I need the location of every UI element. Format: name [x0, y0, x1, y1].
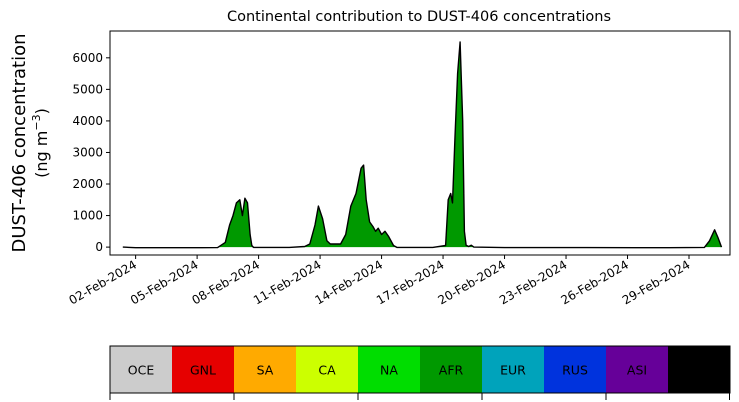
- legend-label-ca: CA: [318, 363, 336, 378]
- legend-swatch-na: [358, 346, 421, 393]
- legend-swatch-eur: [482, 346, 545, 393]
- plot-frame: [109, 30, 731, 256]
- y-tick-label: 5000: [72, 82, 103, 96]
- y-axis: 0 1000 2000 3000 4000 5000 6000: [72, 51, 110, 254]
- y-tick-label: 3000: [72, 145, 103, 159]
- legend-label-afr: AFR: [439, 363, 464, 378]
- x-tick-label: 17-Feb-2024: [374, 257, 447, 307]
- y-axis-label-line1: DUST-406 concentration: [9, 33, 30, 252]
- legend-label-eur: EUR: [500, 363, 526, 378]
- y-axis-label-unit-exponent: −3: [30, 114, 43, 130]
- legend-swatch-afr: [420, 346, 483, 393]
- legend-swatch-rus: [544, 346, 607, 393]
- legend-label-oce: OCE: [128, 363, 155, 378]
- y-axis-label-unit-suffix: ): [32, 108, 51, 114]
- y-tick-label: 0: [95, 240, 103, 254]
- legend-colorbar: OCE GNL SA CA NA AFR EUR RUS ASI AUS: [109, 345, 731, 400]
- y-tick-label: 2000: [72, 177, 103, 191]
- legend-swatch-gnl: [172, 346, 235, 393]
- legend-swatch-asi: [606, 346, 669, 393]
- legend-label-gnl: GNL: [190, 363, 216, 378]
- plot-area: [109, 30, 731, 256]
- legend-label-sa: SA: [257, 363, 274, 378]
- x-tick-label: 02-Feb-2024: [67, 257, 140, 307]
- chart-title: Continental contribution to DUST-406 con…: [227, 9, 611, 25]
- y-axis-label: DUST-406 concentration (ng m−3): [9, 33, 51, 252]
- x-tick-label: 20-Feb-2024: [435, 257, 508, 307]
- y-tick-label: 6000: [72, 51, 103, 65]
- legend-label-rus: RUS: [562, 363, 588, 378]
- y-axis-label-unit-prefix: (ng m: [32, 131, 51, 178]
- legend-swatch-aus: [668, 346, 731, 393]
- legend-swatch-oce: [110, 346, 173, 393]
- x-axis: 02-Feb-202405-Feb-202408-Feb-202411-Feb-…: [67, 255, 693, 307]
- x-tick-label: 14-Feb-2024: [312, 257, 385, 307]
- legend-swatch-sa: [234, 346, 297, 393]
- x-tick-label: 08-Feb-2024: [190, 257, 263, 307]
- x-tick-label: 05-Feb-2024: [128, 257, 201, 307]
- series-area-afr: [122, 42, 722, 248]
- legend-swatch-ca: [296, 346, 359, 393]
- y-tick-label: 1000: [72, 209, 103, 223]
- y-axis-label-line2: (ng m−3): [30, 108, 51, 178]
- series-outline-afr: [122, 41, 723, 249]
- legend-label-aus: AUS: [686, 363, 712, 378]
- legend-frame: [109, 345, 731, 394]
- legend-label-asi: ASI: [627, 363, 647, 378]
- x-tick-label: 23-Feb-2024: [497, 257, 570, 307]
- legend-label-na: NA: [380, 363, 398, 378]
- x-tick-label: 11-Feb-2024: [251, 257, 324, 307]
- y-tick-label: 4000: [72, 114, 103, 128]
- x-tick-label: 26-Feb-2024: [558, 257, 631, 307]
- x-tick-label: 29-Feb-2024: [620, 257, 693, 307]
